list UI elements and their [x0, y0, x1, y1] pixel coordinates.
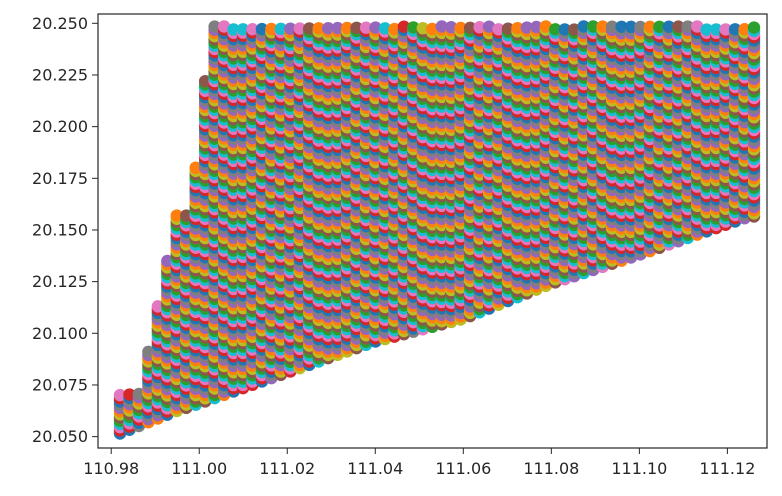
scatter-point	[151, 300, 165, 313]
scatter-point	[123, 388, 136, 401]
points-layer	[113, 20, 761, 440]
scatter-point	[161, 254, 174, 268]
scatter-point	[180, 209, 193, 222]
scatter-point	[208, 20, 221, 33]
scatter-point	[236, 23, 250, 36]
scatter-point	[227, 23, 240, 36]
scatter-point	[189, 161, 202, 174]
scatter-point	[246, 23, 259, 36]
scatter-point	[255, 22, 269, 36]
scatter-point	[198, 74, 212, 88]
scatter-point	[132, 387, 146, 401]
scatter-point	[217, 20, 231, 33]
scatter-point	[142, 345, 155, 358]
scatter-point	[113, 388, 127, 402]
scatter-point	[170, 209, 183, 222]
